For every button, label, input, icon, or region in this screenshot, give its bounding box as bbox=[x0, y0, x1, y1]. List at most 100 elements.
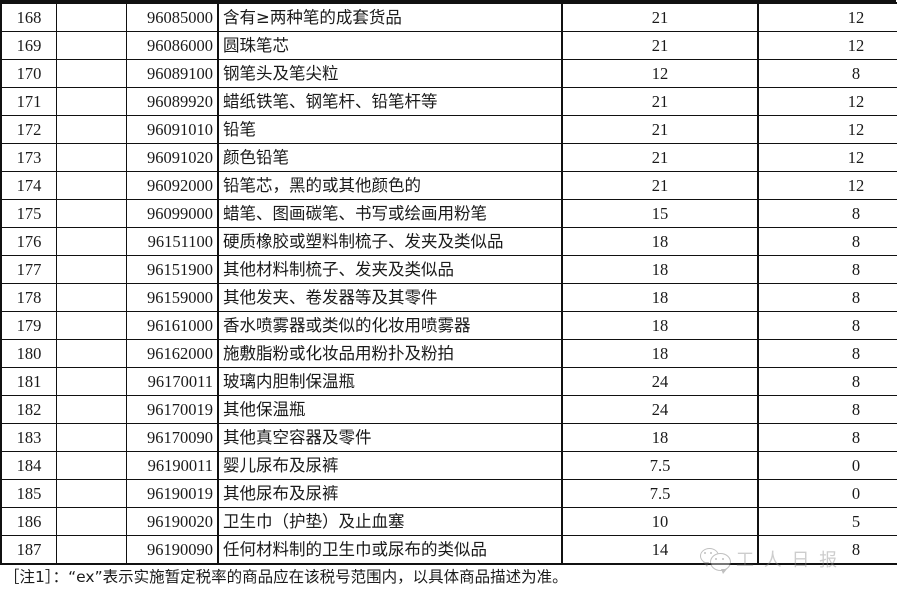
cell-mark bbox=[56, 507, 127, 536]
cell-provisional-rate: 8 bbox=[757, 423, 897, 452]
cell-mfn-rate: 18 bbox=[561, 339, 759, 368]
cell-mark bbox=[56, 227, 127, 256]
cell-sequence: 173 bbox=[0, 143, 57, 172]
cell-description: 铅笔 bbox=[217, 115, 563, 144]
cell-sequence: 170 bbox=[0, 59, 57, 88]
cell-mfn-rate: 24 bbox=[561, 395, 759, 424]
cell-description: 其他发夹、卷发器等及其零件 bbox=[217, 283, 563, 312]
watermark: 工 人 日 报 bbox=[700, 546, 840, 574]
cell-sequence: 180 bbox=[0, 339, 57, 368]
cell-provisional-rate: 8 bbox=[757, 255, 897, 284]
cell-tariff-code: 96089100 bbox=[126, 59, 219, 88]
cell-sequence: 172 bbox=[0, 115, 57, 144]
cell-mark bbox=[56, 339, 127, 368]
table-row: 171 96089920 蜡纸铁笔、钢笔杆、铅笔杆等 21 12 bbox=[0, 87, 897, 116]
cell-mark bbox=[56, 451, 127, 480]
cell-provisional-rate: 12 bbox=[757, 115, 897, 144]
cell-tariff-code: 96190020 bbox=[126, 507, 219, 536]
cell-sequence: 184 bbox=[0, 451, 57, 480]
cell-tariff-code: 96190011 bbox=[126, 451, 219, 480]
tariff-table: 168 96085000 含有≥两种笔的成套货品 21 12 169 96086000 圆珠笔… bbox=[0, 2, 897, 565]
cell-provisional-rate: 12 bbox=[757, 2, 897, 32]
table-row: 182 96170019 其他保温瓶 24 8 bbox=[0, 395, 897, 424]
cell-tariff-code: 96091010 bbox=[126, 115, 219, 144]
cell-mark bbox=[56, 535, 127, 565]
table-row: 172 96091010 铅笔 21 12 bbox=[0, 115, 897, 144]
cell-provisional-rate: 8 bbox=[757, 395, 897, 424]
cell-tariff-code: 96190019 bbox=[126, 479, 219, 508]
table-row: 185 96190019 其他尿布及尿裤 7.5 0 bbox=[0, 479, 897, 508]
cell-sequence: 179 bbox=[0, 311, 57, 340]
cell-tariff-code: 96091020 bbox=[126, 143, 219, 172]
table-row: 176 96151100 硬质橡胶或塑料制梳子、发夹及类似品 18 8 bbox=[0, 227, 897, 256]
cell-tariff-code: 96151100 bbox=[126, 227, 219, 256]
cell-description: 蜡笔、图画碳笔、书写或绘画用粉笔 bbox=[217, 199, 563, 228]
cell-mark bbox=[56, 479, 127, 508]
cell-mark bbox=[56, 395, 127, 424]
cell-mark bbox=[56, 367, 127, 396]
cell-sequence: 169 bbox=[0, 31, 57, 60]
cell-mfn-rate: 18 bbox=[561, 255, 759, 284]
cell-mark bbox=[56, 283, 127, 312]
cell-tariff-code: 96170019 bbox=[126, 395, 219, 424]
table-row: 184 96190011 婴儿尿布及尿裤 7.5 0 bbox=[0, 451, 897, 480]
table-row: 174 96092000 铅笔芯，黑的或其他颜色的 21 12 bbox=[0, 171, 897, 200]
cell-description: 其他保温瓶 bbox=[217, 395, 563, 424]
cell-sequence: 177 bbox=[0, 255, 57, 284]
cell-provisional-rate: 8 bbox=[757, 311, 897, 340]
footnote-text: ［注1］：“ex”表示实施暂定税率的商品应在该税号范围内，以具体商品描述为准。 bbox=[4, 568, 568, 586]
cell-mfn-rate: 7.5 bbox=[561, 451, 759, 480]
cell-sequence: 175 bbox=[0, 199, 57, 228]
cell-mark bbox=[56, 311, 127, 340]
cell-provisional-rate: 8 bbox=[757, 283, 897, 312]
cell-provisional-rate: 8 bbox=[757, 199, 897, 228]
cell-provisional-rate: 5 bbox=[757, 507, 897, 536]
cell-mark bbox=[56, 59, 127, 88]
cell-description: 硬质橡胶或塑料制梳子、发夹及类似品 bbox=[217, 227, 563, 256]
cell-mfn-rate: 15 bbox=[561, 199, 759, 228]
cell-mark bbox=[56, 31, 127, 60]
cell-provisional-rate: 8 bbox=[757, 59, 897, 88]
cell-mfn-rate: 24 bbox=[561, 367, 759, 396]
table-row: 173 96091020 颜色铅笔 21 12 bbox=[0, 143, 897, 172]
table-row: 187 96190090 任何材料制的卫生巾或尿布的类似品 14 8 bbox=[0, 535, 897, 565]
cell-description: 铅笔芯，黑的或其他颜色的 bbox=[217, 171, 563, 200]
cell-tariff-code: 96099000 bbox=[126, 199, 219, 228]
cell-description: 卫生巾（护垫）及止血塞 bbox=[217, 507, 563, 536]
cell-description: 其他尿布及尿裤 bbox=[217, 479, 563, 508]
cell-mark bbox=[56, 2, 127, 32]
cell-mark bbox=[56, 255, 127, 284]
table-row: 169 96086000 圆珠笔芯 21 12 bbox=[0, 31, 897, 60]
cell-tariff-code: 96086000 bbox=[126, 31, 219, 60]
cell-provisional-rate: 8 bbox=[757, 227, 897, 256]
cell-tariff-code: 96162000 bbox=[126, 339, 219, 368]
cell-description: 其他材料制梳子、发夹及类似品 bbox=[217, 255, 563, 284]
cell-mark bbox=[56, 115, 127, 144]
table-row: 183 96170090 其他真空容器及零件 18 8 bbox=[0, 423, 897, 452]
cell-mfn-rate: 18 bbox=[561, 423, 759, 452]
cell-mfn-rate: 18 bbox=[561, 283, 759, 312]
table-row: 175 96099000 蜡笔、图画碳笔、书写或绘画用粉笔 15 8 bbox=[0, 199, 897, 228]
cell-sequence: 174 bbox=[0, 171, 57, 200]
cell-description: 圆珠笔芯 bbox=[217, 31, 563, 60]
cell-sequence: 182 bbox=[0, 395, 57, 424]
table-row: 180 96162000 施敷脂粉或化妆品用粉扑及粉拍 18 8 bbox=[0, 339, 897, 368]
cell-description: 香水喷雾器或类似的化妆用喷雾器 bbox=[217, 311, 563, 340]
cell-description: 钢笔头及笔尖粒 bbox=[217, 59, 563, 88]
watermark-label: 工 人 日 报 bbox=[736, 550, 840, 571]
table-row: 177 96151900 其他材料制梳子、发夹及类似品 18 8 bbox=[0, 255, 897, 284]
cell-provisional-rate: 8 bbox=[757, 367, 897, 396]
cell-provisional-rate: 0 bbox=[757, 451, 897, 480]
cell-sequence: 187 bbox=[0, 535, 57, 565]
table-row: 168 96085000 含有≥两种笔的成套货品 21 12 bbox=[0, 2, 897, 32]
cell-provisional-rate: 8 bbox=[757, 535, 897, 565]
cell-tariff-code: 96161000 bbox=[126, 311, 219, 340]
cell-sequence: 176 bbox=[0, 227, 57, 256]
table-top-rule bbox=[0, 0, 896, 2]
cell-provisional-rate: 8 bbox=[757, 339, 897, 368]
cell-tariff-code: 96159000 bbox=[126, 283, 219, 312]
cell-mfn-rate: 21 bbox=[561, 115, 759, 144]
table-row: 186 96190020 卫生巾（护垫）及止血塞 10 5 bbox=[0, 507, 897, 536]
cell-provisional-rate: 12 bbox=[757, 171, 897, 200]
